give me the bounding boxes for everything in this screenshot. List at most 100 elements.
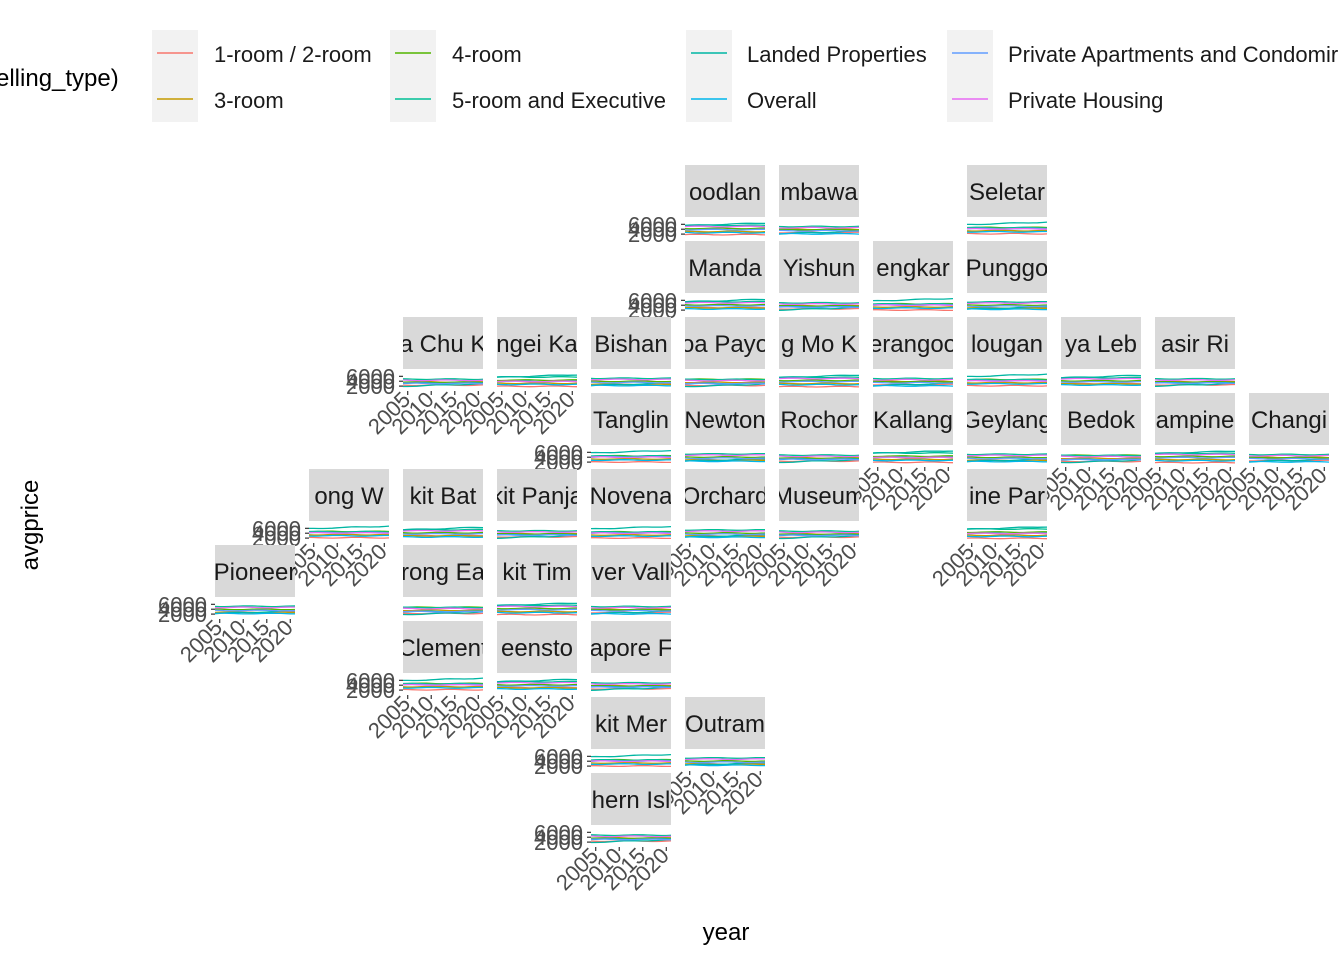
series-line	[684, 530, 766, 533]
series-line	[684, 379, 766, 382]
legend-entry: 1-room / 2-room	[152, 30, 372, 76]
y-tick-label: 4000	[252, 521, 301, 546]
series-line	[872, 459, 954, 462]
facet-strip-label: Geylang	[962, 407, 1051, 434]
series-line	[1248, 454, 1330, 457]
series-line	[590, 609, 672, 612]
facet-strip-label: ya Leb	[1065, 331, 1137, 358]
y-tick-label: 4000	[534, 825, 583, 850]
facet-panel: erangoo	[869, 317, 957, 387]
series-line	[872, 381, 954, 384]
facet-strip	[685, 697, 765, 749]
y-tick-label: 6000	[346, 364, 395, 389]
series-line	[967, 373, 1048, 378]
facet-strip	[685, 241, 765, 293]
series-line	[966, 454, 1047, 457]
series-line	[1154, 450, 1235, 454]
series-line	[1248, 453, 1330, 456]
facet-strip-label: a Chu K	[400, 331, 487, 358]
facet-strip	[591, 773, 671, 825]
series-line	[496, 530, 578, 534]
series-line	[778, 385, 860, 388]
series-line	[402, 379, 484, 382]
series-line	[967, 308, 1047, 311]
legend-title: elling_type)	[0, 65, 119, 92]
facet-strip	[591, 697, 671, 749]
y-tick-label: 6000	[346, 668, 395, 693]
facet-strip	[685, 393, 765, 445]
series-line	[402, 682, 484, 685]
facet-panel: Novena	[590, 469, 672, 540]
series-line	[966, 457, 1048, 460]
series-line	[590, 459, 672, 462]
series-line	[591, 608, 671, 611]
series-line	[590, 377, 672, 380]
facet-strip-label: asir Ri	[1161, 331, 1229, 358]
series-line	[778, 302, 860, 306]
facet-strip-label: Orchard	[682, 483, 769, 510]
series-line	[778, 379, 860, 382]
facet-strip-label: g Mo K	[781, 331, 857, 358]
series-line	[872, 384, 954, 387]
facet-strip-label: Tanglin	[593, 407, 669, 434]
y-tick-label: 6000	[628, 288, 677, 313]
facet-strip	[403, 621, 483, 673]
series-line	[684, 533, 766, 536]
series-line	[967, 379, 1047, 382]
facet-strip	[967, 469, 1047, 521]
facet-strip	[779, 317, 859, 369]
series-line	[1060, 459, 1142, 464]
series-line	[1154, 461, 1236, 464]
series-line	[778, 229, 860, 232]
series-line	[402, 535, 484, 539]
facet-strip	[685, 317, 765, 369]
series-line	[684, 760, 766, 763]
facet-strip-label: kit Mer	[595, 711, 667, 738]
facet-strip-label: Changi	[1251, 407, 1327, 434]
facet-strip	[403, 317, 483, 369]
series-line	[214, 605, 296, 608]
facet-strip-label: Punggo	[966, 255, 1049, 282]
series-line	[778, 458, 860, 461]
series-line	[1060, 383, 1142, 387]
series-line	[966, 229, 1048, 232]
facet-panel: rong Ea	[402, 545, 484, 616]
facet-strip	[309, 469, 389, 521]
series-line	[778, 380, 859, 383]
legend-entry: 4-room	[390, 30, 522, 76]
facet-panel: Rochor	[778, 393, 860, 464]
facet-panel: kit Bat	[402, 469, 484, 539]
facet-strip	[967, 165, 1047, 217]
facet-strip-label: ampine	[1156, 407, 1235, 434]
series-line	[402, 382, 484, 385]
series-line	[967, 531, 1047, 534]
facet-strip	[1061, 393, 1141, 445]
legend-label: Private Apartments and Condomir	[1008, 42, 1338, 67]
facet-strip-label: erangoo	[869, 331, 957, 358]
series-line	[685, 452, 765, 455]
facet-strip	[967, 241, 1047, 293]
series-line	[214, 608, 296, 611]
series-line	[496, 385, 578, 388]
series-line	[1155, 382, 1235, 385]
series-line	[308, 530, 390, 533]
series-line	[1061, 454, 1141, 457]
series-line	[496, 678, 578, 683]
series-line	[590, 381, 672, 384]
series-line	[496, 687, 578, 691]
series-line	[1154, 455, 1236, 458]
series-line	[402, 526, 484, 531]
series-line	[966, 460, 1048, 463]
series-line	[590, 682, 672, 686]
series-line	[685, 378, 765, 381]
series-line	[684, 382, 766, 385]
series-line	[590, 838, 672, 841]
facet-strip	[967, 393, 1047, 445]
facet-panel: Geylang	[962, 393, 1051, 463]
series-line	[1248, 457, 1330, 460]
series-line	[590, 457, 672, 460]
series-line	[402, 685, 484, 688]
series-line	[1060, 374, 1142, 379]
